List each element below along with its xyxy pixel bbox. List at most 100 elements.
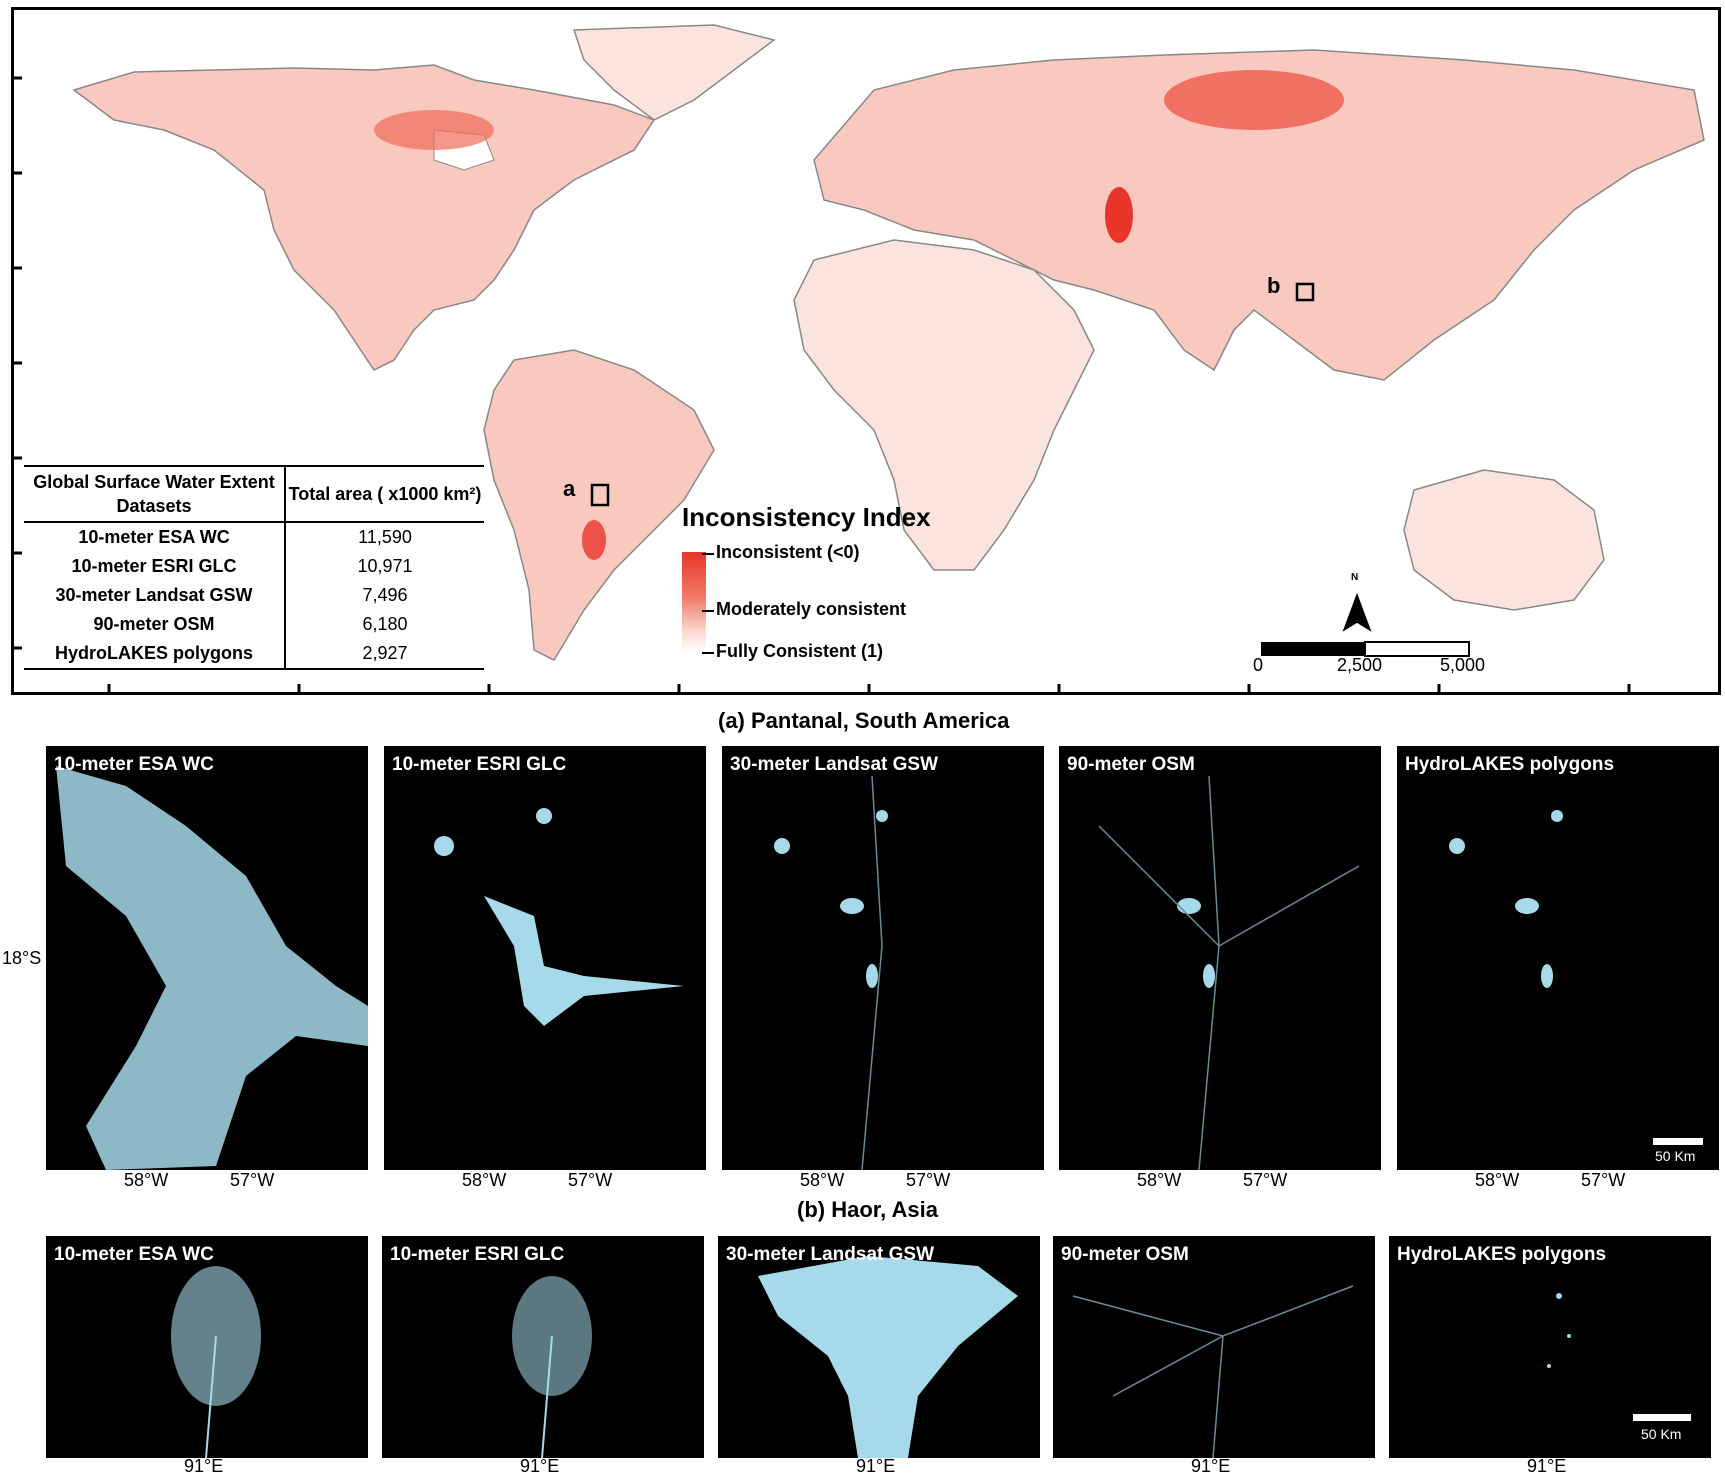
panel-label: 30-meter Landsat GSW bbox=[730, 754, 938, 775]
dataset-area-table: Global Surface Water Extent Datasets Tot… bbox=[24, 465, 484, 670]
table-row: 30-meter Landsat GSW 7,496 bbox=[24, 581, 484, 610]
lon-label-57w: 57°W bbox=[230, 1170, 275, 1190]
water-extent-graphic bbox=[774, 775, 888, 1170]
water-extent-graphic bbox=[758, 1256, 1018, 1458]
table-header-area: Total area ( x1000 km²) bbox=[285, 465, 484, 523]
legend-tick-high bbox=[702, 553, 714, 555]
legend-tick-mid bbox=[702, 610, 714, 612]
haor-panel-landsat: 30-meter Landsat GSW bbox=[718, 1236, 1040, 1458]
section-a-title: (a) Pantanal, South America bbox=[718, 708, 1010, 733]
panel-label: 10-meter ESRI GLC bbox=[392, 754, 567, 775]
haor-panel-osm: 90-meter OSM bbox=[1053, 1236, 1375, 1458]
lon-label-57w: 57°W bbox=[1243, 1170, 1288, 1190]
scale-bar-white bbox=[1364, 641, 1470, 657]
scale-label-0: 0 bbox=[1253, 655, 1264, 675]
scale-label-2500: 2,500 bbox=[1337, 655, 1383, 675]
lon-label-58w: 58°W bbox=[800, 1170, 845, 1190]
pantanal-panel-hydrolakes: HydroLAKES polygons 50 Km bbox=[1397, 746, 1719, 1170]
table-cell-name: HydroLAKES polygons bbox=[24, 639, 286, 670]
legend-tick-low bbox=[702, 652, 714, 654]
table-cell-value: 2,927 bbox=[285, 639, 484, 670]
panel-scale-bar bbox=[1633, 1414, 1691, 1421]
lon-label-58w: 58°W bbox=[462, 1170, 507, 1190]
table-header-dataset: Global Surface Water Extent Datasets bbox=[24, 465, 286, 523]
eurasia-landmass bbox=[813, 49, 1705, 381]
area-box-b bbox=[1295, 282, 1315, 302]
lon-label-57w: 57°W bbox=[1581, 1170, 1626, 1190]
panel-label: 90-meter OSM bbox=[1067, 754, 1195, 775]
north-arrow-icon bbox=[1342, 592, 1372, 632]
lon-label-57w: 57°W bbox=[906, 1170, 951, 1190]
table-cell-name: 90-meter OSM bbox=[24, 610, 286, 639]
lon-label-57w: 57°W bbox=[568, 1170, 613, 1190]
table-row: 90-meter OSM 6,180 bbox=[24, 610, 484, 639]
area-label-b: b bbox=[1267, 273, 1281, 298]
panel-scale-bar bbox=[1653, 1138, 1703, 1145]
water-extent-graphic bbox=[1449, 810, 1563, 988]
legend-label-mid: Moderately consistent bbox=[716, 599, 907, 619]
lon-label-91e: 91°E bbox=[1191, 1456, 1231, 1476]
map-edge-ticks bbox=[14, 76, 1631, 692]
lon-label-91e: 91°E bbox=[1527, 1456, 1567, 1476]
haor-panel-hydrolakes: HydroLAKES polygons 50 Km bbox=[1389, 1236, 1711, 1458]
latitude-label: 18°S bbox=[2, 948, 42, 968]
haor-panel-esa: 10-meter ESA WC bbox=[46, 1236, 368, 1458]
legend-title: Inconsistency Index bbox=[682, 502, 931, 532]
lon-label-58w: 58°W bbox=[1475, 1170, 1520, 1190]
table-cell-value: 6,180 bbox=[362, 614, 408, 634]
hotspot-pantanal bbox=[582, 520, 606, 560]
lon-label-58w: 58°W bbox=[124, 1170, 169, 1190]
water-extent-graphic bbox=[171, 1266, 261, 1458]
africa-landmass bbox=[793, 239, 1095, 571]
area-box-a bbox=[590, 483, 610, 507]
table-row: 10-meter ESA WC 11,590 bbox=[24, 522, 484, 552]
panel-scale-label: 50 Km bbox=[1641, 1426, 1682, 1442]
haor-panel-esri: 10-meter ESRI GLC bbox=[382, 1236, 704, 1458]
water-extent-graphic bbox=[1098, 775, 1360, 1170]
lon-label-91e: 91°E bbox=[856, 1456, 896, 1476]
scale-bar-black bbox=[1261, 642, 1365, 656]
table-header-row: Global Surface Water Extent Datasets Tot… bbox=[24, 465, 484, 523]
table-cell-value: 7,496 bbox=[362, 585, 408, 605]
table-cell-value: 10,971 bbox=[357, 556, 413, 576]
panel-label: 10-meter ESA WC bbox=[54, 754, 214, 775]
scale-label-5000: 5,000 bbox=[1440, 655, 1486, 675]
legend-color-ramp bbox=[682, 552, 706, 652]
north-label: N bbox=[1351, 572, 1359, 583]
table-cell-name: 10-meter ESRI GLC bbox=[24, 552, 286, 581]
panel-label: 10-meter ESRI GLC bbox=[390, 1244, 565, 1265]
pantanal-panel-esa: 10-meter ESA WC bbox=[46, 746, 368, 1170]
hotspot-russia bbox=[1164, 70, 1344, 130]
water-extent-graphic bbox=[56, 766, 368, 1170]
pantanal-panel-esri: 10-meter ESRI GLC bbox=[384, 746, 706, 1170]
panel-label: HydroLAKES polygons bbox=[1405, 754, 1615, 775]
world-map-graphic bbox=[14, 24, 1705, 692]
water-extent-graphic bbox=[434, 808, 684, 1026]
panel-label: 10-meter ESA WC bbox=[54, 1244, 214, 1265]
table-cell-name: 30-meter Landsat GSW bbox=[24, 581, 286, 610]
table-row: HydroLAKES polygons 2,927 bbox=[24, 639, 484, 670]
table-cell-name: 10-meter ESA WC bbox=[24, 522, 286, 552]
table-cell-value: 11,590 bbox=[358, 527, 412, 547]
panel-label: HydroLAKES polygons bbox=[1397, 1244, 1607, 1265]
hotspot-caspian bbox=[1105, 187, 1133, 243]
pantanal-panel-landsat: 30-meter Landsat GSW bbox=[722, 746, 1044, 1170]
lon-label-91e: 91°E bbox=[184, 1456, 224, 1476]
legend-label-high: Inconsistent (<0) bbox=[716, 542, 860, 562]
panel-label: 90-meter OSM bbox=[1061, 1244, 1189, 1265]
australia-landmass bbox=[1403, 469, 1605, 611]
section-b-title: (b) Haor, Asia bbox=[797, 1197, 938, 1222]
legend-label-low: Fully Consistent (1) bbox=[716, 641, 884, 661]
panel-label: 30-meter Landsat GSW bbox=[726, 1244, 934, 1265]
water-extent-graphic bbox=[1547, 1293, 1571, 1368]
north-america-landmass bbox=[72, 64, 656, 371]
water-extent-graphic bbox=[512, 1276, 592, 1458]
water-extent-graphic bbox=[1072, 1285, 1354, 1458]
table-row: 10-meter ESRI GLC 10,971 bbox=[24, 552, 484, 581]
pantanal-panel-osm: 90-meter OSM bbox=[1059, 746, 1381, 1170]
greenland-landmass bbox=[572, 24, 776, 121]
hotspot-canada bbox=[374, 110, 494, 150]
world-inconsistency-map bbox=[11, 7, 1721, 695]
lon-label-91e: 91°E bbox=[520, 1456, 560, 1476]
lon-label-58w: 58°W bbox=[1137, 1170, 1182, 1190]
